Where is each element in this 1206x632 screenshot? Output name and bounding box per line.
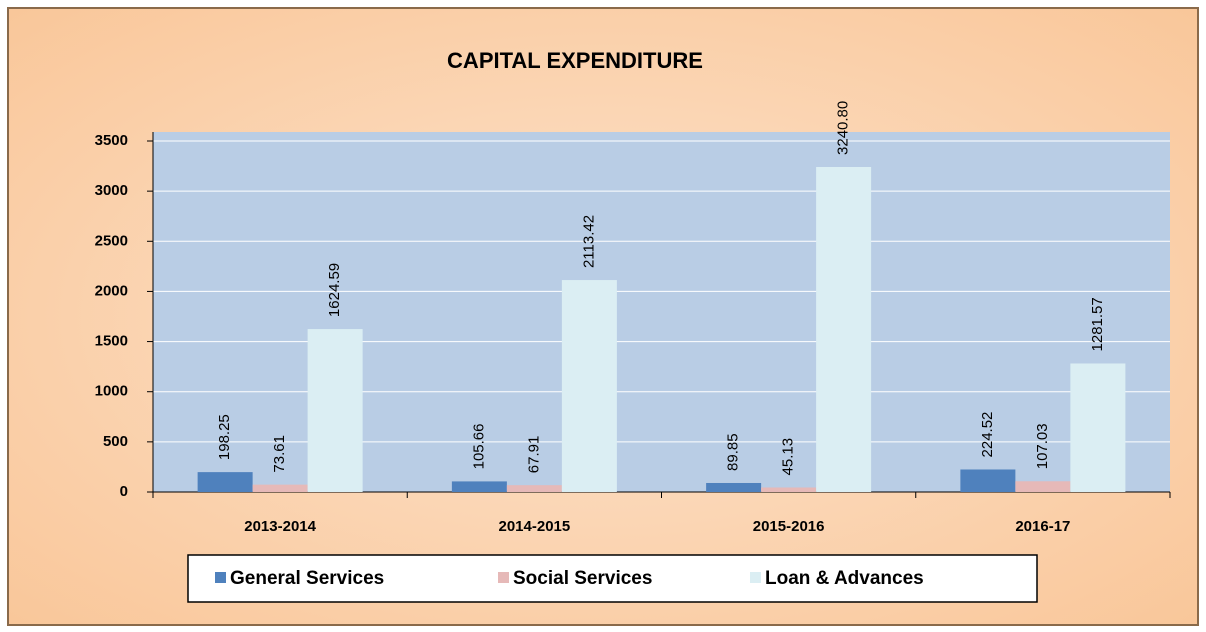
legend-label: General Services: [230, 568, 384, 589]
bar: [1070, 363, 1126, 492]
y-tick-label: 0: [120, 483, 128, 500]
data-label: 89.85: [725, 433, 742, 471]
bar: [1015, 481, 1071, 492]
y-tick-label: 500: [103, 433, 128, 450]
bar: [451, 481, 507, 492]
legend-swatch: [498, 572, 509, 583]
x-tick-label: 2015-2016: [753, 518, 825, 535]
legend-label: Social Services: [513, 568, 652, 589]
bar: [252, 484, 308, 492]
data-label: 107.03: [1034, 423, 1051, 469]
y-tick-label: 2000: [95, 282, 128, 299]
legend-swatch: [750, 572, 761, 583]
legend-box: [187, 554, 1038, 603]
chart-title: CAPITAL EXPENDITURE: [447, 48, 703, 73]
y-tick-label: 3000: [95, 182, 128, 199]
bar: [706, 482, 762, 492]
y-tick-label: 1000: [95, 383, 128, 400]
bar: [761, 487, 817, 492]
y-tick-label: 2500: [95, 232, 128, 249]
data-label: 73.61: [271, 435, 288, 473]
data-label: 198.25: [216, 414, 233, 460]
data-label: 224.52: [979, 412, 996, 458]
bar: [506, 485, 562, 492]
data-label: 45.13: [780, 438, 797, 476]
bar: [960, 469, 1016, 492]
plot-area: [153, 132, 1170, 492]
y-tick-label: 1500: [95, 333, 128, 350]
bar: [561, 280, 617, 492]
y-tick-label: 3500: [95, 132, 128, 149]
legend-swatch: [215, 572, 226, 583]
bar: [816, 166, 872, 492]
legend-label: Loan & Advances: [765, 568, 924, 589]
data-label: 1624.59: [326, 263, 343, 317]
bar: [307, 329, 363, 492]
data-label: 105.66: [470, 424, 487, 470]
data-label: 2113.42: [580, 215, 597, 268]
data-label: 3240.80: [835, 101, 852, 155]
x-tick-label: 2016-17: [1015, 518, 1070, 535]
bar: [197, 472, 253, 492]
data-label: 1281.57: [1089, 297, 1106, 351]
x-tick-label: 2013-2014: [244, 518, 316, 535]
x-tick-label: 2014-2015: [499, 518, 571, 535]
data-label: 67.91: [525, 436, 542, 474]
